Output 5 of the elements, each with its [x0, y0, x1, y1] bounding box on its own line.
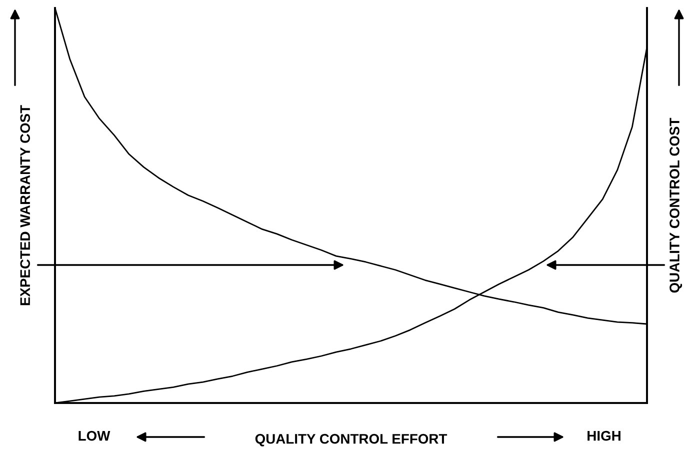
y-axis-title: EXPECTED WARRANTY COST: [20, 105, 30, 306]
text: LOW: [78, 430, 110, 441]
y2-axis-title: QUALITY CONTROL COST: [670, 118, 682, 293]
text: HIGH: [588, 430, 620, 441]
x-axis-title: QUALITY CONTROL EFFORT: [255, 434, 448, 446]
